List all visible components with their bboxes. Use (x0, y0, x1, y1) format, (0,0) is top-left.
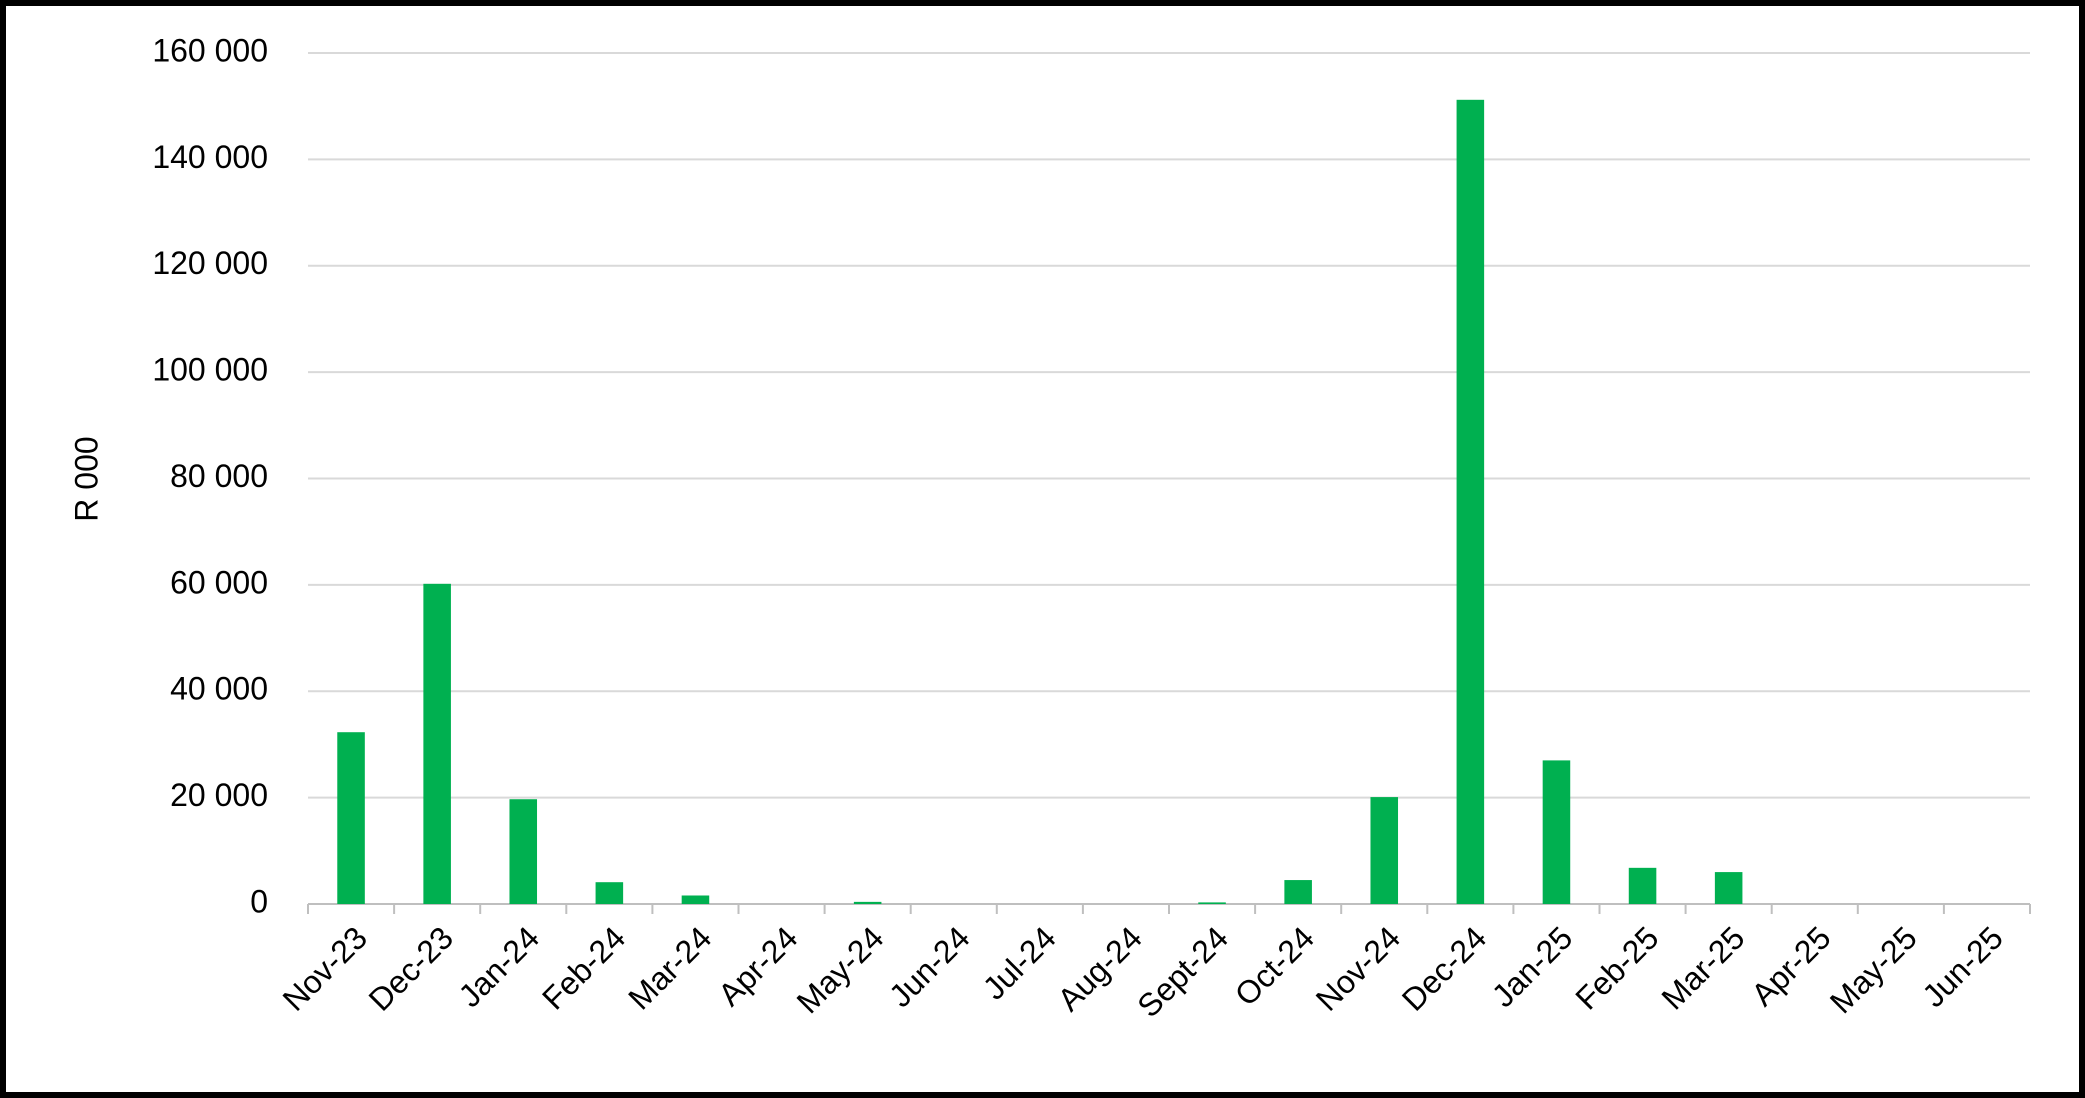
y-tick-label: 0 (250, 883, 268, 919)
bar (853, 901, 882, 904)
y-tick-label: 140 000 (152, 139, 268, 175)
y-tick-label: 100 000 (152, 352, 268, 388)
y-tick-label: 40 000 (170, 671, 268, 707)
y-tick-label: 120 000 (152, 245, 268, 281)
y-axis-label: R 000 (68, 436, 104, 521)
y-tick-label: 20 000 (170, 777, 268, 813)
y-tick-label: 60 000 (170, 564, 268, 600)
bar (1714, 872, 1743, 904)
bar (423, 583, 451, 904)
bar (1370, 797, 1399, 904)
bar (1628, 867, 1657, 904)
bar (681, 895, 710, 904)
bar (595, 882, 624, 904)
bar (1456, 99, 1485, 905)
bar (1542, 760, 1571, 904)
bar (1284, 880, 1312, 904)
bar (337, 732, 365, 904)
bar (1198, 902, 1226, 904)
y-tick-label: 80 000 (170, 458, 268, 494)
y-tick-label: 160 000 (152, 32, 268, 68)
bar (509, 799, 538, 904)
